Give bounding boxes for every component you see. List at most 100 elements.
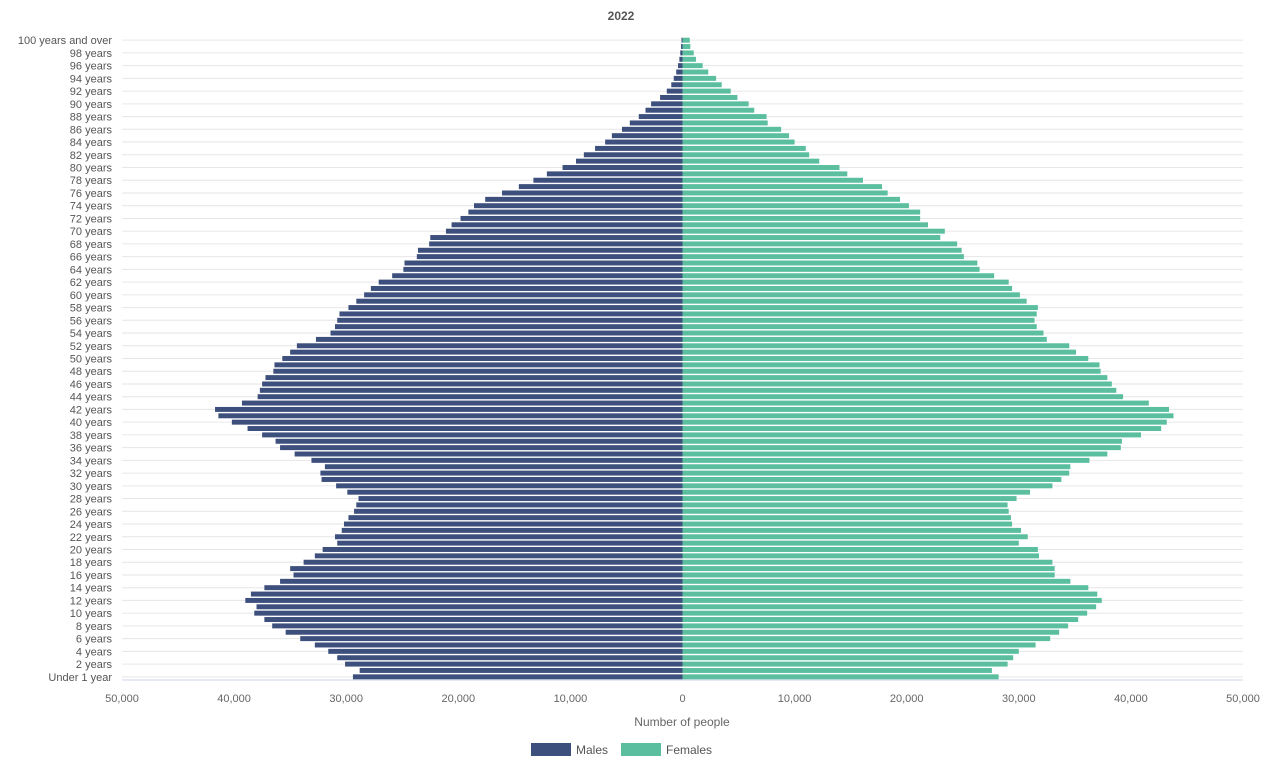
bar-female[interactable] (682, 655, 1014, 661)
bar-male[interactable] (502, 190, 683, 196)
bar-female[interactable] (682, 305, 1038, 311)
bar-female[interactable] (682, 406, 1170, 412)
bar-female[interactable] (682, 324, 1037, 330)
bar-female[interactable] (682, 496, 1017, 502)
bar-male[interactable] (275, 438, 683, 444)
bar-male[interactable] (265, 375, 683, 381)
bar-female[interactable] (682, 94, 738, 100)
bar-male[interactable] (666, 88, 683, 94)
bar-female[interactable] (682, 521, 1013, 527)
bar-male[interactable] (330, 330, 683, 336)
bar-female[interactable] (682, 610, 1088, 616)
bar-female[interactable] (682, 578, 1071, 584)
bar-female[interactable] (682, 661, 1008, 667)
bar-male[interactable] (595, 145, 683, 151)
bar-male[interactable] (429, 241, 683, 247)
bar-male[interactable] (339, 311, 683, 317)
bar-female[interactable] (682, 139, 795, 145)
bar-female[interactable] (682, 228, 945, 234)
bar-male[interactable] (680, 50, 683, 56)
bar-female[interactable] (682, 426, 1162, 432)
bar-female[interactable] (682, 317, 1035, 323)
bar-female[interactable] (682, 502, 1008, 508)
bar-female[interactable] (682, 381, 1112, 387)
bar-male[interactable] (392, 273, 683, 279)
bar-male[interactable] (445, 228, 683, 234)
bar-male[interactable] (671, 82, 683, 88)
bar-male[interactable] (282, 356, 683, 361)
bar-female[interactable] (682, 171, 848, 177)
bar-male[interactable] (352, 674, 683, 680)
bar-female[interactable] (682, 349, 1076, 355)
bar-male[interactable] (250, 591, 683, 597)
bar-female[interactable] (682, 37, 690, 43)
bar-male[interactable] (272, 623, 683, 629)
bar-male[interactable] (294, 451, 683, 457)
bar-male[interactable] (673, 75, 683, 81)
bar-female[interactable] (682, 623, 1069, 629)
bar-male[interactable] (321, 476, 683, 482)
bar-male[interactable] (245, 597, 683, 603)
bar-male[interactable] (336, 483, 683, 489)
bar-male[interactable] (354, 508, 683, 514)
bar-female[interactable] (682, 63, 703, 69)
bar-male[interactable] (290, 349, 683, 355)
bar-male[interactable] (681, 44, 683, 50)
bar-female[interactable] (682, 126, 782, 132)
bar-female[interactable] (682, 196, 900, 202)
bar-male[interactable] (324, 464, 683, 470)
bar-male[interactable] (645, 107, 683, 113)
bar-male[interactable] (347, 489, 683, 495)
bar-male[interactable] (403, 266, 683, 272)
bar-female[interactable] (682, 203, 909, 209)
bar-female[interactable] (682, 120, 768, 126)
bar-male[interactable] (215, 406, 683, 412)
bar-male[interactable] (546, 171, 683, 177)
bar-male[interactable] (314, 642, 683, 648)
bar-female[interactable] (682, 400, 1149, 406)
bar-female[interactable] (682, 591, 1098, 597)
bar-female[interactable] (682, 254, 964, 260)
bar-male[interactable] (358, 496, 683, 502)
bar-female[interactable] (682, 133, 789, 139)
bar-male[interactable] (254, 610, 683, 616)
bar-male[interactable] (356, 502, 683, 508)
bar-male[interactable] (322, 547, 683, 552)
bar-male[interactable] (629, 120, 683, 126)
bar-male[interactable] (280, 578, 683, 584)
bar-male[interactable] (430, 235, 683, 241)
bar-male[interactable] (231, 419, 683, 425)
bar-male[interactable] (341, 527, 683, 533)
bar-male[interactable] (218, 413, 683, 419)
bar-male[interactable] (611, 133, 683, 139)
bar-male[interactable] (300, 636, 683, 642)
bar-female[interactable] (682, 209, 921, 215)
bar-male[interactable] (485, 196, 683, 202)
bar-male[interactable] (274, 362, 683, 368)
bar-female[interactable] (682, 107, 755, 113)
bar-female[interactable] (682, 82, 722, 88)
bar-male[interactable] (293, 572, 683, 578)
bar-female[interactable] (682, 285, 1013, 291)
bar-female[interactable] (682, 470, 1070, 476)
bar-male[interactable] (328, 648, 683, 654)
bar-female[interactable] (682, 534, 1028, 540)
bar-female[interactable] (682, 445, 1121, 451)
bar-male[interactable] (370, 285, 683, 291)
bar-female[interactable] (682, 375, 1108, 381)
bar-male[interactable] (264, 617, 683, 623)
bar-female[interactable] (682, 572, 1055, 578)
bar-male[interactable] (583, 152, 683, 158)
bar-male[interactable] (518, 184, 683, 190)
bar-female[interactable] (682, 387, 1117, 393)
bar-female[interactable] (682, 165, 840, 170)
bar-male[interactable] (314, 553, 683, 559)
bar-female[interactable] (682, 336, 1047, 342)
bar-female[interactable] (682, 559, 1053, 565)
bar-male[interactable] (460, 215, 683, 221)
bar-male[interactable] (533, 177, 683, 183)
bar-male[interactable] (451, 222, 683, 228)
bar-female[interactable] (682, 451, 1108, 457)
bar-male[interactable] (378, 279, 683, 285)
bar-female[interactable] (682, 438, 1122, 444)
